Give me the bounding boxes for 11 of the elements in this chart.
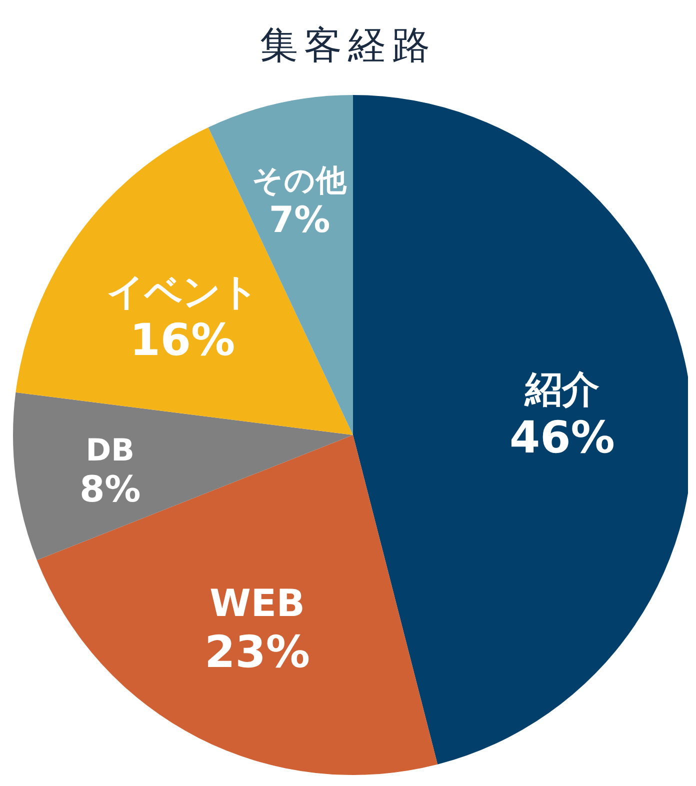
data-label: 23% [204, 626, 310, 678]
data-label: 7% [269, 200, 330, 242]
chart-title: 集客経路 [260, 23, 436, 67]
slice-label: イベント [106, 269, 258, 314]
slice-label: 紹介 [524, 366, 600, 411]
data-label: 8% [80, 470, 141, 511]
data-label: 46% [509, 412, 615, 464]
slice-label: WEB [210, 581, 305, 626]
slice-label: DB [86, 433, 134, 468]
data-label: 16% [130, 315, 236, 366]
slice-label: その他 [252, 164, 348, 199]
